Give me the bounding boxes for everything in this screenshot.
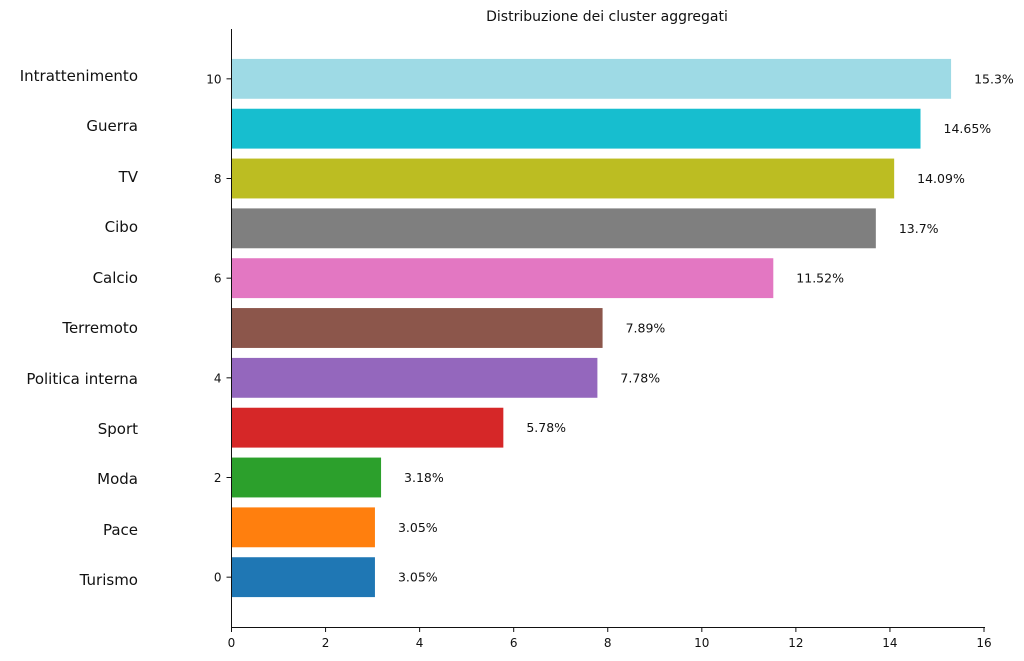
category-label-terremoto: Terremoto	[62, 319, 138, 337]
x-tick-label-6: 6	[510, 636, 518, 650]
x-tick-label-4: 4	[416, 636, 424, 650]
category-label-cibo: Cibo	[104, 218, 138, 236]
value-label-politica-interna: 7.78%	[620, 370, 660, 385]
y-tick-label-0: 0	[214, 571, 222, 585]
bar-terremoto	[231, 308, 603, 348]
bars-group	[231, 58, 952, 598]
value-label-sport: 5.78%	[526, 420, 566, 435]
category-label-pace: Pace	[102, 521, 138, 539]
bar-intrattenimento	[231, 58, 952, 99]
value-label-tv: 14.09%	[917, 171, 965, 186]
category-label-calcio: Calcio	[92, 269, 138, 287]
value-labels-group: 3.05% 3.05% 3.18% 5.78% 7.78% 7.89% 11.52% 13.7…	[398, 71, 1014, 584]
value-label-guerra: 14.65%	[944, 121, 992, 136]
bar-turismo	[231, 557, 375, 598]
value-label-pace: 3.05%	[398, 520, 438, 535]
category-label-tv: TV	[118, 168, 138, 186]
category-label-intrattenimento: Intrattenimento	[19, 67, 138, 85]
category-label-politica-interna: Politica interna	[26, 370, 138, 388]
y-tick-label-4: 4	[214, 371, 222, 385]
x-tick-label-0: 0	[228, 636, 236, 650]
bar-cibo	[231, 208, 876, 249]
bar-sport	[231, 407, 504, 448]
bar-politica-interna	[231, 357, 598, 398]
category-label-guerra: Guerra	[86, 117, 138, 135]
bar-pace	[231, 507, 375, 548]
value-label-cibo: 13.7%	[899, 221, 939, 236]
value-label-calcio: 11.52%	[796, 271, 844, 286]
bar-moda	[231, 457, 382, 498]
y-tick-label-10: 10	[206, 72, 221, 86]
value-label-terremoto: 7.89%	[626, 321, 666, 336]
x-tick-label-2: 2	[322, 636, 330, 650]
value-label-turismo: 3.05%	[398, 570, 438, 585]
y-tick-label-6: 6	[214, 272, 222, 286]
x-tick-label-14: 14	[882, 636, 897, 650]
category-label-sport: Sport	[97, 420, 138, 438]
x-tick-label-10: 10	[694, 636, 709, 650]
x-tick-label-16: 16	[976, 636, 991, 650]
bar-tv	[231, 158, 895, 199]
category-label-moda: Moda	[97, 470, 138, 488]
value-label-moda: 3.18%	[404, 470, 444, 485]
y-tick-label-2: 2	[214, 471, 222, 485]
x-tick-label-12: 12	[788, 636, 803, 650]
bar-guerra	[231, 108, 921, 149]
x-ticks-group: 0 2 4 6 8 10 12 14 16	[228, 627, 992, 650]
y-ticks-group: 0 2 4 6 8 10	[206, 72, 232, 585]
x-tick-label-8: 8	[604, 636, 612, 650]
category-label-turismo: Turismo	[79, 571, 138, 589]
value-label-intrattenimento: 15.3%	[974, 71, 1014, 86]
bar-calcio	[231, 258, 774, 299]
y-tick-label-8: 8	[214, 172, 222, 186]
chart-title: Distribuzione dei cluster aggregati	[486, 9, 728, 25]
